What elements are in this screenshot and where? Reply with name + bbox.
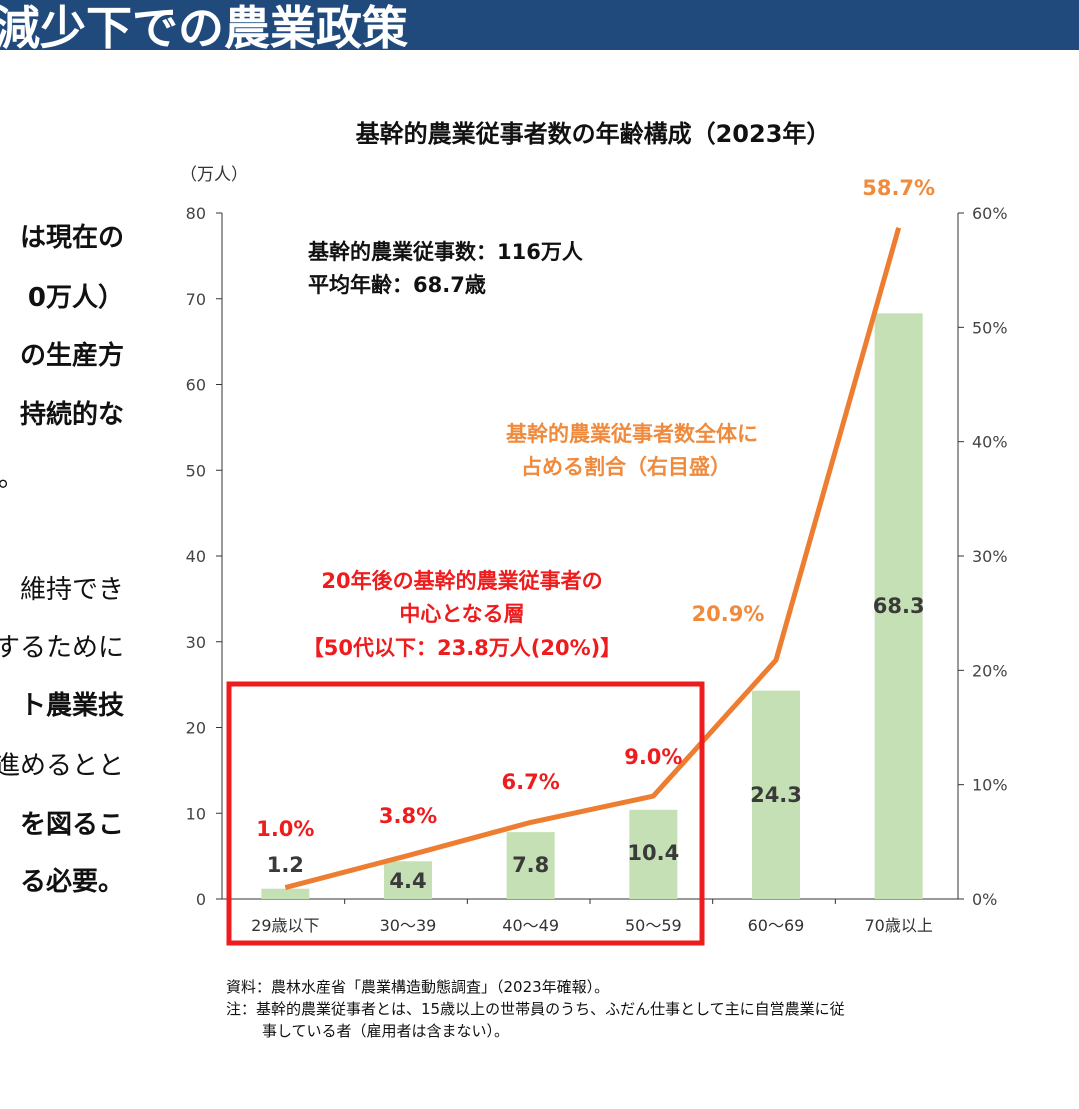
y-tick-label: 80 (186, 204, 206, 223)
chart-title: 基幹的農業従事者数の年齢構成（2023年） (356, 120, 831, 148)
bar-value-label: 24.3 (750, 783, 802, 807)
y-axis-label: （万人） (180, 165, 248, 185)
bar (629, 809, 678, 899)
bar (874, 313, 923, 899)
y2-tick-label: 60% (972, 204, 1008, 223)
ratio-note-2: 占める割合（右目盛） (521, 455, 731, 479)
left-text-panel: は現在の 0万人） の生産方 持続的な 。 維持でき するために ト農業技 進め… (0, 0, 124, 1109)
bar (384, 861, 432, 899)
data-labels: 1.2 4.4 7.8 10.4 24.3 68.3 1.0% 3.8% 6.7% 9.0% 20.… (256, 176, 935, 893)
bar-value-label: 1.2 (267, 853, 304, 877)
text-line: を図るこ (19, 810, 124, 840)
text-line: の生産方 (19, 341, 124, 371)
share-value-label: 1.0% (256, 817, 314, 841)
summary-count: 基幹的農業従事数：116万人 (308, 240, 583, 264)
x-tick-label: 50～59 (625, 916, 682, 935)
y-tick-label: 60 (186, 376, 206, 395)
bar (261, 888, 310, 899)
text-line: 0万人） (27, 283, 124, 313)
text-line: 進めるとと (0, 751, 124, 781)
y2-tick-label: 40% (972, 433, 1008, 452)
bar (752, 690, 800, 899)
text-line: 維持でき (19, 575, 124, 605)
y2-tick-label: 20% (972, 661, 1008, 680)
y2-tick-label: 10% (972, 776, 1008, 795)
text-line: ト農業技 (19, 691, 124, 721)
source-note: 資料：農林水産省「農業構造動態調査」（2023年確報）。 (226, 978, 610, 996)
x-tick-label: 60～69 (748, 916, 805, 935)
share-value-label: 58.7% (862, 176, 935, 200)
share-value-label: 3.8% (379, 804, 437, 828)
text-line: は現在の (19, 223, 124, 253)
axes: 0 10 20 30 40 50 60 70 80 0% 10% 20% 30% 40% 50% 60% 29歳… (186, 204, 1008, 935)
text-line: る必要。 (19, 867, 124, 897)
bar-value-label: 10.4 (627, 841, 679, 865)
text-line: するために (0, 633, 124, 663)
x-tick-label: 70歳以上 (864, 916, 932, 935)
highlight-note-2: 中心となる層 (399, 602, 524, 626)
y-tick-label: 20 (186, 719, 206, 738)
y-tick-label: 50 (186, 461, 206, 480)
y2-tick-label: 50% (972, 318, 1008, 337)
bar-value-label: 68.3 (873, 594, 925, 618)
text-line: 。 (0, 463, 24, 493)
header-title: 減少下での農業政策 (0, 1, 408, 50)
y-tick-label: 10 (186, 804, 206, 823)
share-line (284, 227, 902, 890)
line-series (284, 227, 902, 890)
footnote-1: 注：基幹的農業従事者とは、15歳以上の世帯員のうち、ふだん仕事として主に自営農業… (226, 1000, 845, 1018)
bars (261, 313, 923, 899)
share-value-label: 20.9% (692, 602, 765, 626)
highlight-note-3: 【50代以下：23.8万人(20%)】 (303, 636, 622, 660)
bar-value-label: 7.8 (512, 853, 549, 877)
y-tick-label: 0 (196, 890, 206, 909)
x-tick-label: 29歳以下 (251, 916, 319, 935)
y-tick-label: 30 (186, 633, 206, 652)
share-value-label: 9.0% (624, 745, 682, 769)
text-line: 持続的な (19, 400, 124, 430)
bar-value-label: 4.4 (389, 869, 426, 893)
footnote-2: 事している者（雇用者は含まない）。 (262, 1022, 510, 1040)
header-bar: 減少下での農業政策 (0, 0, 1079, 50)
y2-tick-label: 0% (972, 890, 997, 909)
highlight-note-1: 20年後の基幹的農業従事者の (321, 569, 602, 593)
y-tick-label: 70 (186, 290, 206, 309)
y2-tick-label: 30% (972, 547, 1008, 566)
highlight-box (226, 681, 705, 946)
summary-age: 平均年齢：68.7歳 (308, 273, 486, 297)
share-value-label: 6.7% (502, 770, 560, 794)
x-tick-label: 40～49 (502, 916, 559, 935)
bar (506, 832, 555, 899)
y-tick-label: 40 (186, 547, 206, 566)
x-tick-label: 30～39 (380, 916, 437, 935)
ratio-note-1: 基幹的農業従事者数全体に (506, 422, 758, 446)
